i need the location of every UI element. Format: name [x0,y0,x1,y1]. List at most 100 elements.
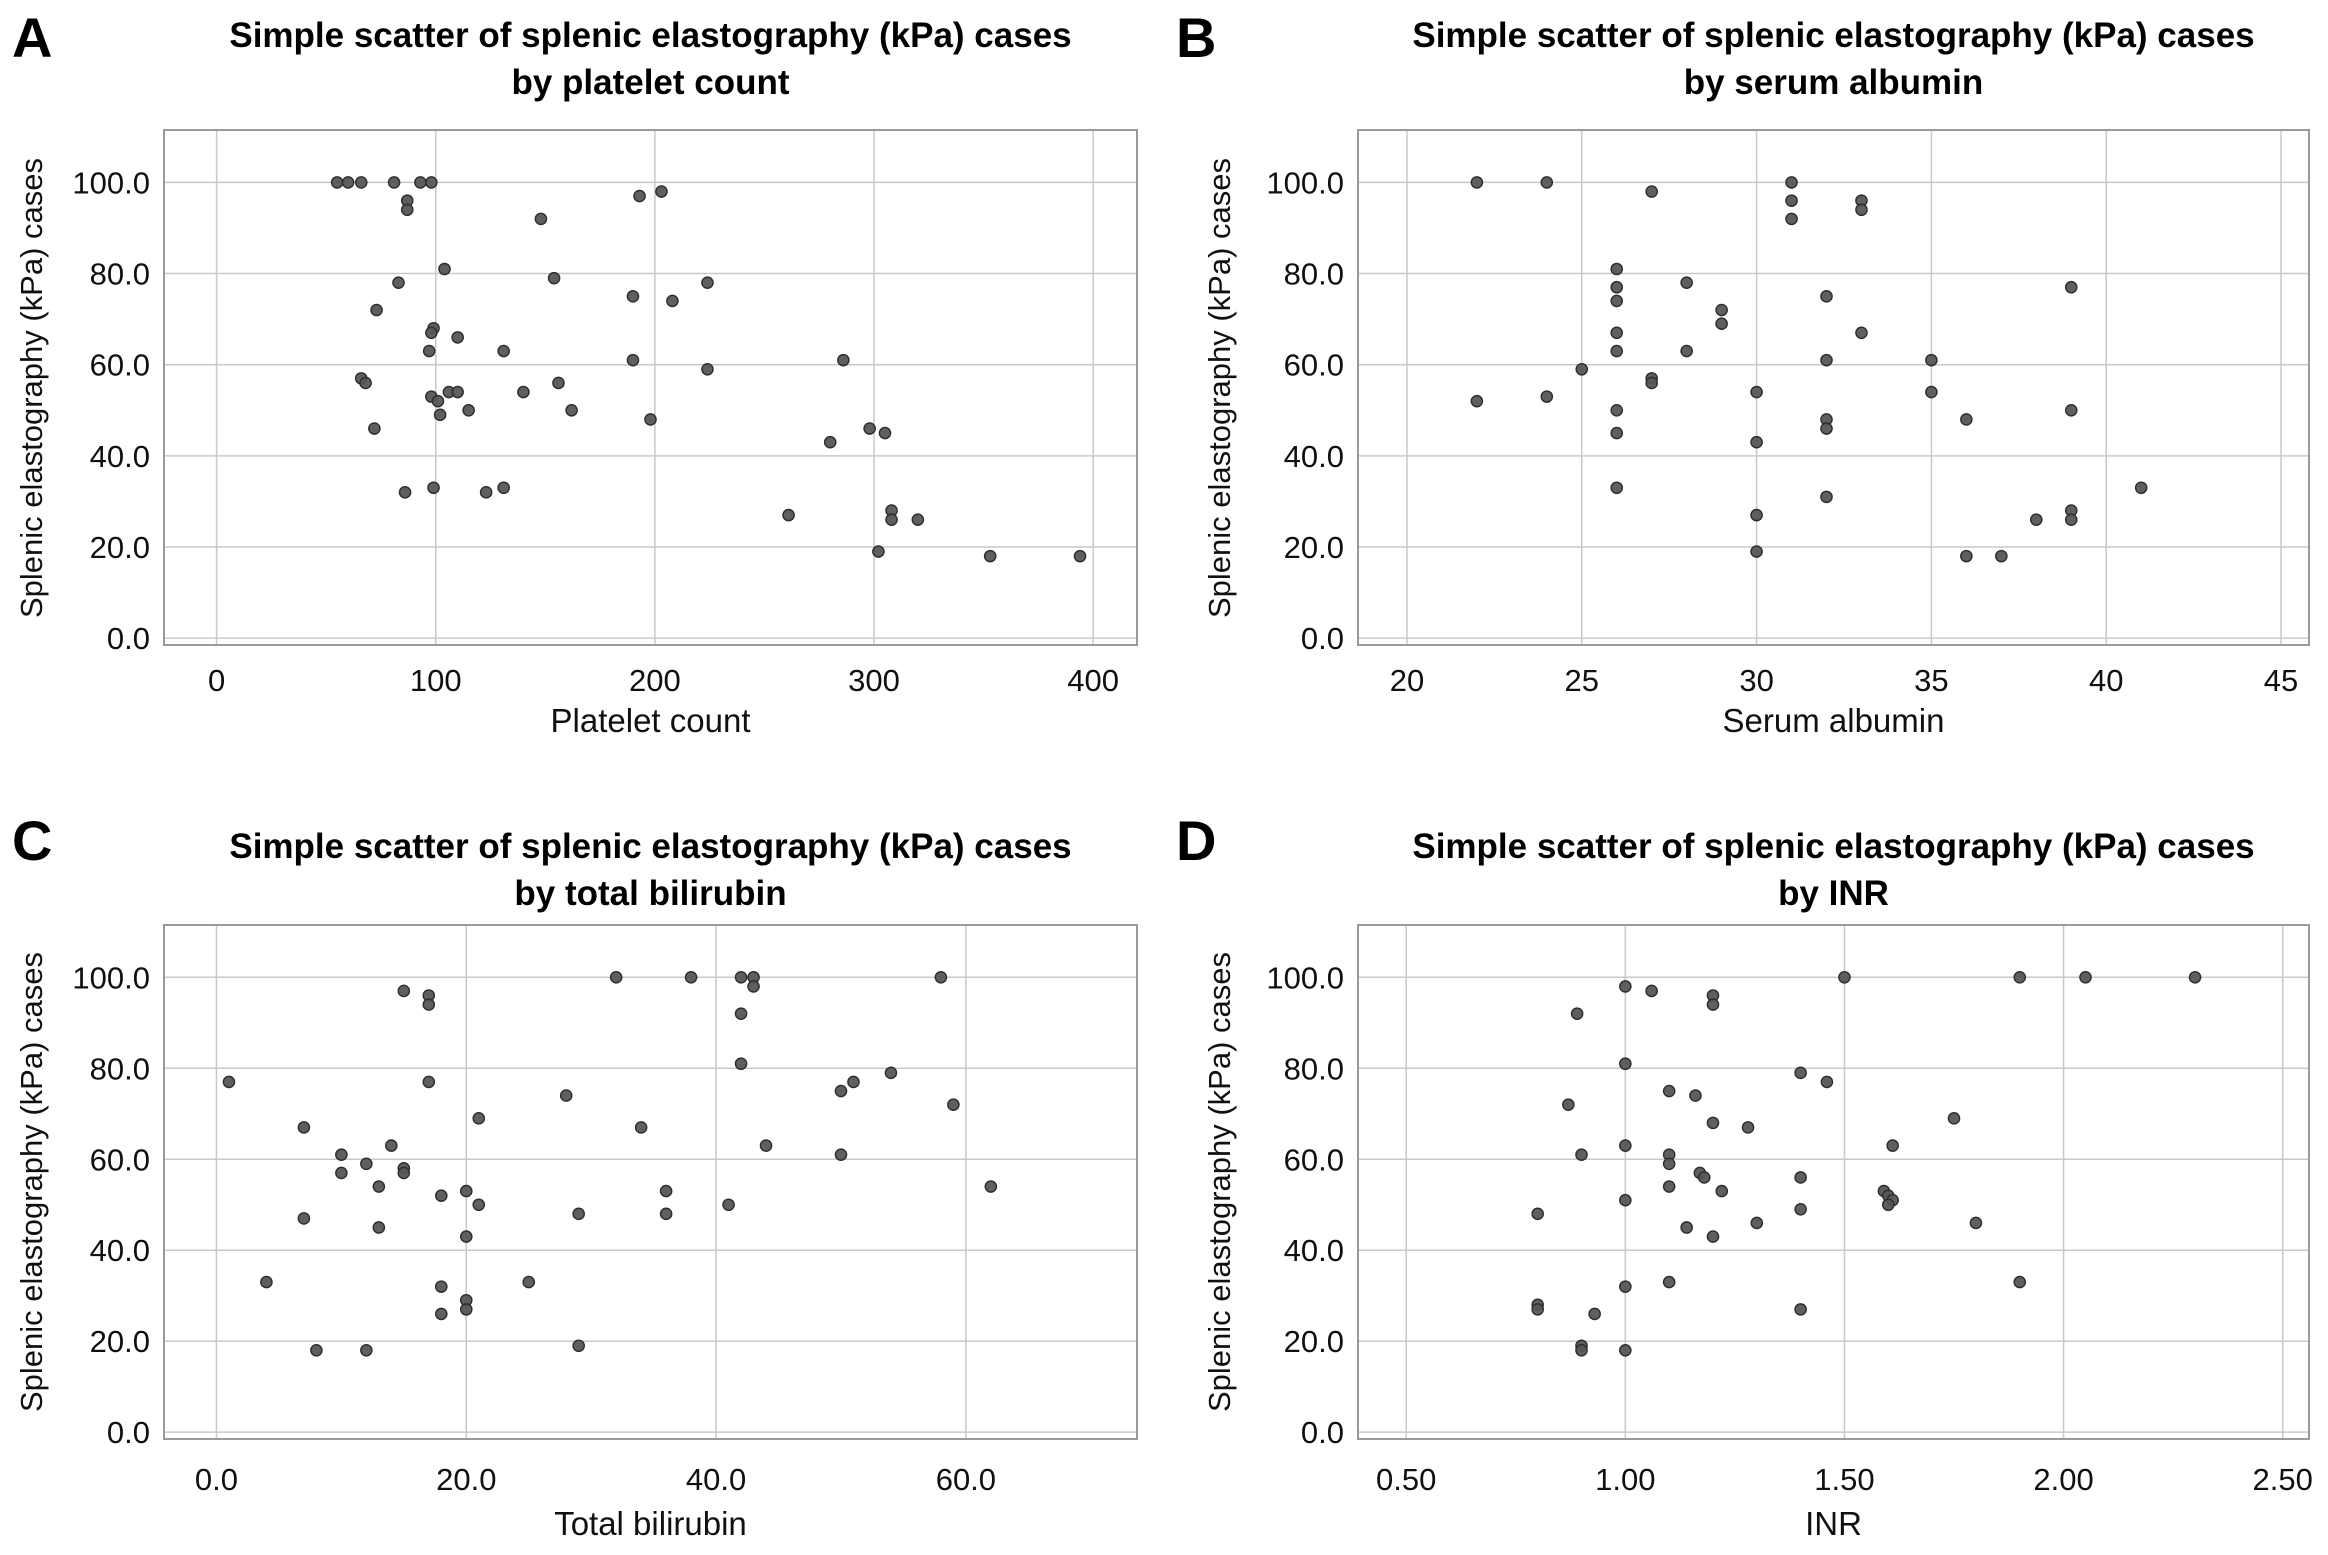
panel-title-a-line2: by platelet count [511,63,790,102]
data-point [1470,176,1484,189]
data-point [422,1075,436,1089]
data-point [472,1112,486,1125]
x-tick-label: 45 [2264,663,2298,698]
x-tick-label: 1.00 [1595,1462,1655,1497]
y-tick-label: 60.0 [90,1142,150,1177]
data-point [397,984,411,998]
data-point [1570,1007,1584,1020]
data-point [2064,513,2078,526]
data-point [2013,1275,2027,1289]
data-point [479,486,493,499]
plot-frame [163,129,1138,646]
data-point [1662,1275,1676,1289]
data-point [1680,344,1693,358]
data-point [222,1075,236,1089]
y-tick-label: 0.0 [107,621,150,656]
gridlines [1358,130,2309,645]
data-point [459,1230,473,1243]
x-tick-labels: 20 25 30 35 40 45 [1390,663,2299,698]
data-point [701,276,714,289]
panel-b: 0.0 20.0 40.0 60.0 80.0 100.0 20 25 30 35 40 45 B S… [1164,0,2328,777]
data-point [1575,362,1589,376]
data-point [659,1184,673,1198]
data-point [885,513,898,526]
data-point [438,262,451,276]
data-point [884,1066,898,1080]
x-tick-label: 40.0 [686,1462,746,1497]
y-tick-label: 20.0 [90,530,150,565]
data-point [984,1180,998,1193]
data-points [1531,971,2202,1357]
data-point [863,422,876,435]
x-tick-labels: 0.0 20.0 40.0 60.0 [195,1462,996,1497]
data-point [1610,294,1624,308]
data-point [451,385,464,399]
data-point [1619,1057,1632,1071]
data-point [1610,280,1624,294]
data-point [847,1075,860,1089]
data-point [392,276,405,289]
panel-title-d-line1: Simple scatter of splenic elastography (… [1412,827,2255,866]
data-point [354,176,368,189]
data-point [1960,549,1973,563]
data-point [462,403,475,417]
x-tick-label: 0.0 [195,1462,238,1497]
data-point [1995,549,2008,563]
data-point [472,1198,486,1212]
data-point [911,513,925,526]
data-point [872,545,885,558]
data-point [1619,1193,1632,1207]
panel-letter-c: C [12,809,53,872]
panel-title-c-line1: Simple scatter of splenic elastography (… [229,827,1072,866]
data-point [734,1057,748,1071]
data-point [1575,1148,1588,1162]
data-point [834,1148,848,1162]
data-point [572,1207,585,1221]
data-point [360,1157,373,1171]
x-tick-label: 30 [1739,663,1773,698]
gridlines [164,130,1137,645]
data-point [722,1198,735,1212]
data-point [1820,290,1833,303]
data-point [1662,1180,1676,1193]
data-point [1750,435,1763,449]
data-point [734,1007,748,1020]
data-point [2064,280,2078,294]
data-point [1881,1198,1895,1212]
data-point [1540,176,1554,189]
data-point [260,1275,273,1289]
scatter-plot-inr: 0.0 20.0 40.0 60.0 80.0 100.0 0.50 1.00 1.50 2.00… [1266,924,2313,1497]
plot-frame [1357,129,2310,646]
data-point [782,508,795,522]
x-tick-label: 25 [1565,663,1599,698]
y-tick-label: 0.0 [1301,1415,1344,1450]
x-axis-label-b: Serum albumin [1722,702,1945,739]
panel-a: 0.0 20.0 40.0 60.0 80.0 100.0 0 100 200 300 400 A … [0,0,1164,777]
data-point [400,203,414,217]
data-point [297,1121,311,1134]
data-point [1610,403,1624,417]
x-tick-label: 100 [410,663,462,698]
data-point [1662,1157,1676,1171]
data-points [1470,176,2148,563]
panel-letter-a: A [12,6,53,69]
data-point [626,353,640,367]
data-point [1610,262,1624,276]
data-point [559,1089,573,1102]
data-point [823,435,837,449]
data-point [1531,1303,1544,1316]
y-axis-label-c: Splenic elastography (kPa) cases [14,951,49,1413]
panel-c: 0.0 20.0 40.0 60.0 80.0 100.0 0.0 20.0 40.0 60.0 … [0,775,1164,1555]
data-point [609,971,623,984]
x-tick-label: 400 [1067,663,1119,698]
y-tick-label: 40.0 [1284,1233,1344,1268]
y-tick-label: 100.0 [1266,165,1344,200]
data-point [1785,212,1798,226]
x-tick-label: 300 [848,663,900,698]
data-point [497,481,510,495]
y-tick-label: 60.0 [90,348,150,383]
panel-title-c-line2: by total bilirubin [514,874,787,913]
data-point [1610,326,1624,340]
data-point [1662,1084,1676,1098]
data-point [759,1139,773,1152]
